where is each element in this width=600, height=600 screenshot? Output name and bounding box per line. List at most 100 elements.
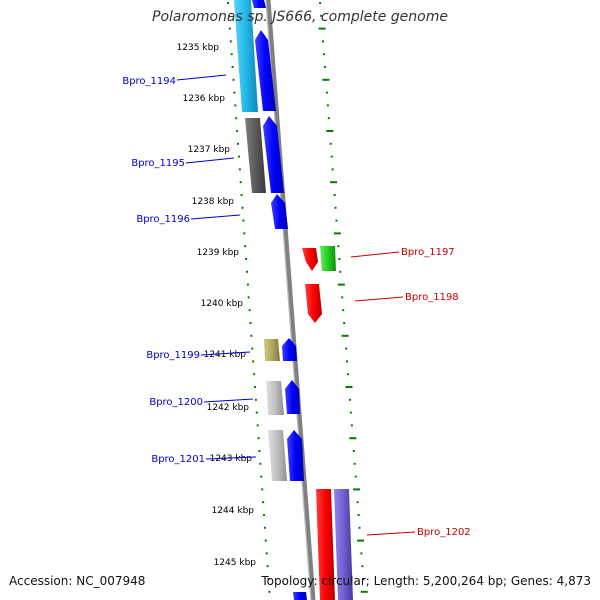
tick-dot (234, 104, 237, 107)
gene-label-bpro-1202[interactable]: Bpro_1202 (417, 527, 471, 538)
gene-label-bpro-1195[interactable]: Bpro_1195 (131, 158, 185, 169)
right-gene-labels: Bpro_1197 Bpro_1198 Bpro_1202 (350, 247, 471, 538)
gene-arrow-bottom-edge[interactable] (293, 592, 307, 600)
tick-dot (349, 411, 352, 414)
tick-dot (257, 437, 260, 440)
gene-arrow-bpro-1200[interactable] (285, 380, 300, 414)
genome-title: Polaromonas sp. JS666, complete genome (152, 9, 448, 25)
gene-label-bpro-1199[interactable]: Bpro_1199 (146, 350, 200, 361)
kbp-tick-label: 1239 kbp (197, 248, 240, 258)
kbp-tick-label: 1237 kbp (188, 145, 231, 155)
tick-dot (342, 309, 345, 312)
gene-arrow-bpro-1198[interactable] (305, 284, 322, 323)
gene-arrow-top-edge[interactable] (252, 0, 266, 8)
kbp-tick-label: 1235 kbp (177, 43, 220, 53)
gene-arrow-bpro-1197[interactable] (302, 248, 318, 271)
feature-track-left (234, 0, 287, 481)
gene-label-bpro-1198[interactable]: Bpro_1198 (405, 292, 459, 303)
tick-dot (231, 66, 234, 68)
tick-mark-major (318, 27, 326, 30)
label-leader-line (176, 74, 227, 81)
tick-dot (265, 552, 268, 555)
genome-backbone (265, 0, 316, 600)
kbp-tick-label: 1240 kbp (201, 299, 244, 309)
tick-dot (322, 40, 324, 43)
tick-dot (246, 270, 248, 273)
tick-dot (254, 398, 257, 401)
tick-dot (254, 386, 256, 388)
tick-dot (255, 411, 258, 414)
tick-dot (354, 475, 357, 478)
kbp-tick-labels: 1235 kbp 1236 kbp 1237 kbp 1238 kbp 1239… (177, 43, 257, 568)
feature-block-light-gray[interactable] (268, 430, 287, 481)
tick-dot (319, 2, 322, 4)
tick-dot (263, 514, 265, 516)
kbp-tick-label: 1244 kbp (212, 506, 255, 516)
tick-dot (237, 155, 240, 158)
tick-dot (258, 450, 261, 452)
gene-arrow-bpro-1195[interactable] (263, 116, 284, 193)
tick-dot (239, 181, 242, 184)
tick-dot (264, 539, 267, 542)
gene-label-bpro-1201[interactable]: Bpro_1201 (151, 454, 205, 465)
label-leader-line (205, 456, 257, 460)
feature-block-cyan[interactable] (234, 0, 258, 112)
tick-dot (261, 488, 264, 491)
tick-dot (252, 360, 255, 363)
tick-dot (260, 475, 263, 478)
tick-dot (251, 347, 254, 350)
label-leader-line (190, 214, 241, 220)
kbp-tick-label: 1238 kbp (192, 197, 235, 207)
feature-block-light-gray[interactable] (266, 381, 284, 415)
tick-mark-major (353, 488, 361, 491)
feature-block-olive[interactable] (264, 339, 280, 361)
tick-dot (242, 219, 245, 222)
gene-label-bpro-1200[interactable]: Bpro_1200 (149, 397, 203, 408)
tick-dot (338, 258, 341, 260)
tick-dot (237, 142, 239, 145)
tick-dot (247, 296, 250, 299)
tick-dot (250, 334, 253, 337)
feature-block-purple[interactable] (334, 489, 353, 600)
tick-mark-major (357, 539, 364, 542)
tick-dot (325, 91, 328, 94)
gene-arrow-bpro-1196[interactable] (271, 194, 288, 229)
tick-mark-major (341, 334, 349, 337)
tick-dot (350, 424, 353, 427)
tick-dot (241, 206, 244, 209)
tick-dot (341, 296, 344, 299)
tick-mark-major (322, 78, 330, 81)
tick-dot (240, 194, 243, 196)
tick-dot (333, 194, 336, 196)
tick-dot (249, 322, 252, 324)
tick-dot (347, 373, 349, 376)
left-gene-labels: Bpro_1194 Bpro_1195 Bpro_1196 Bpro_1199 … (122, 74, 257, 465)
gene-arrow-bpro-1199[interactable] (282, 338, 297, 361)
gene-label-bpro-1196[interactable]: Bpro_1196 (136, 214, 190, 225)
gene-arrow-bpro-1202[interactable] (316, 489, 335, 600)
gene-label-bpro-1194[interactable]: Bpro_1194 (122, 76, 176, 87)
gene-arrow-bpro-1201[interactable] (287, 430, 304, 481)
tick-dot (256, 424, 259, 427)
tick-dot (362, 578, 365, 580)
feature-block-dark-gray[interactable] (245, 118, 266, 193)
tick-dot (346, 360, 348, 363)
tick-dot (337, 245, 340, 248)
tick-dot (267, 578, 270, 580)
gene-arrow-bpro-1194[interactable] (255, 30, 276, 111)
feature-block-green[interactable] (320, 246, 336, 271)
tick-mark-major (330, 181, 338, 184)
kbp-tick-label: 1242 kbp (207, 403, 250, 413)
tick-dot (327, 117, 330, 120)
label-leader-line (185, 157, 235, 164)
tick-dot (352, 450, 355, 452)
tick-dot (230, 53, 233, 56)
label-leader-line (366, 531, 416, 536)
tick-dot (228, 27, 231, 30)
gene-label-bpro-1197[interactable]: Bpro_1197 (401, 247, 455, 258)
tick-dot (246, 283, 249, 286)
tick-dot (334, 206, 337, 209)
tick-dot (233, 91, 236, 94)
